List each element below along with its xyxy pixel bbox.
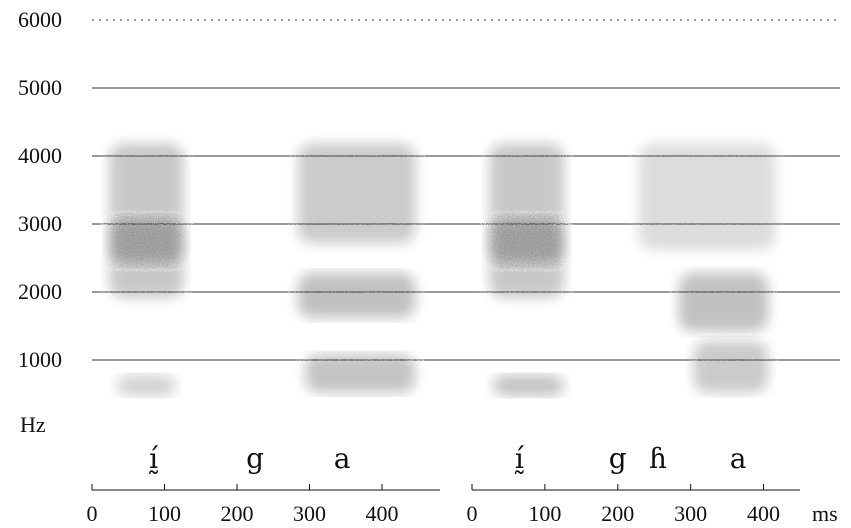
segment-labels: ḭ́ g a ḭ́ g ɦ a <box>148 442 746 475</box>
y-tick-label-5000: 5000 <box>18 75 62 100</box>
formant-band-1-6 <box>295 346 426 401</box>
formant-band-2-2 <box>479 210 575 272</box>
time-tick-label-1-100: 100 <box>148 501 181 526</box>
formant-band-2-3 <box>482 366 575 405</box>
time-tick-label-1-0: 0 <box>87 501 98 526</box>
time-axes: 0 100 200 300 400 0 100 200 300 400 <box>87 484 800 526</box>
segment-label-2-2: g <box>609 442 627 475</box>
time-tick-label-1-400: 400 <box>366 501 399 526</box>
time-tick-label-2-300: 300 <box>674 501 707 526</box>
y-tick-label-3000: 3000 <box>18 211 62 236</box>
formant-band-1-3 <box>106 366 187 405</box>
segment-label-1-3: a <box>334 442 351 475</box>
segment-label-1-2: g <box>246 442 264 475</box>
y-tick-label-4000: 4000 <box>18 143 62 168</box>
segment-label-2-3: ɦ <box>649 442 667 475</box>
segment-label-2-4: a <box>730 442 747 475</box>
y-axis-unit-label: Hz <box>20 412 46 437</box>
formant-band-2-4 <box>628 135 786 258</box>
formant-band-2-6 <box>683 332 779 401</box>
spectrogram-energy <box>95 135 840 428</box>
segment-label-1-1: ḭ́ <box>148 442 158 475</box>
low-frequency-noise-band <box>95 407 840 428</box>
x-axis-unit-label: ms <box>812 501 838 526</box>
time-tick-label-1-300: 300 <box>293 501 326 526</box>
time-tick-label-2-200: 200 <box>601 501 634 526</box>
y-tick-label-6000: 6000 <box>18 7 62 32</box>
y-tick-label-2000: 2000 <box>18 279 62 304</box>
formant-band-1-2 <box>99 210 194 272</box>
formant-band-2-5 <box>668 264 779 340</box>
time-tick-label-2-400: 400 <box>747 501 780 526</box>
formant-band-1-4 <box>287 264 426 326</box>
formant-band-1-5 <box>287 135 426 252</box>
time-tick-label-2-0: 0 <box>467 501 478 526</box>
y-axis-labels: 6000 5000 4000 3000 2000 1000 <box>18 7 62 372</box>
time-tick-label-2-100: 100 <box>528 501 561 526</box>
segment-label-2-1: ḭ́ <box>514 442 524 475</box>
y-tick-label-1000: 1000 <box>18 347 62 372</box>
time-tick-label-1-200: 200 <box>221 501 254 526</box>
